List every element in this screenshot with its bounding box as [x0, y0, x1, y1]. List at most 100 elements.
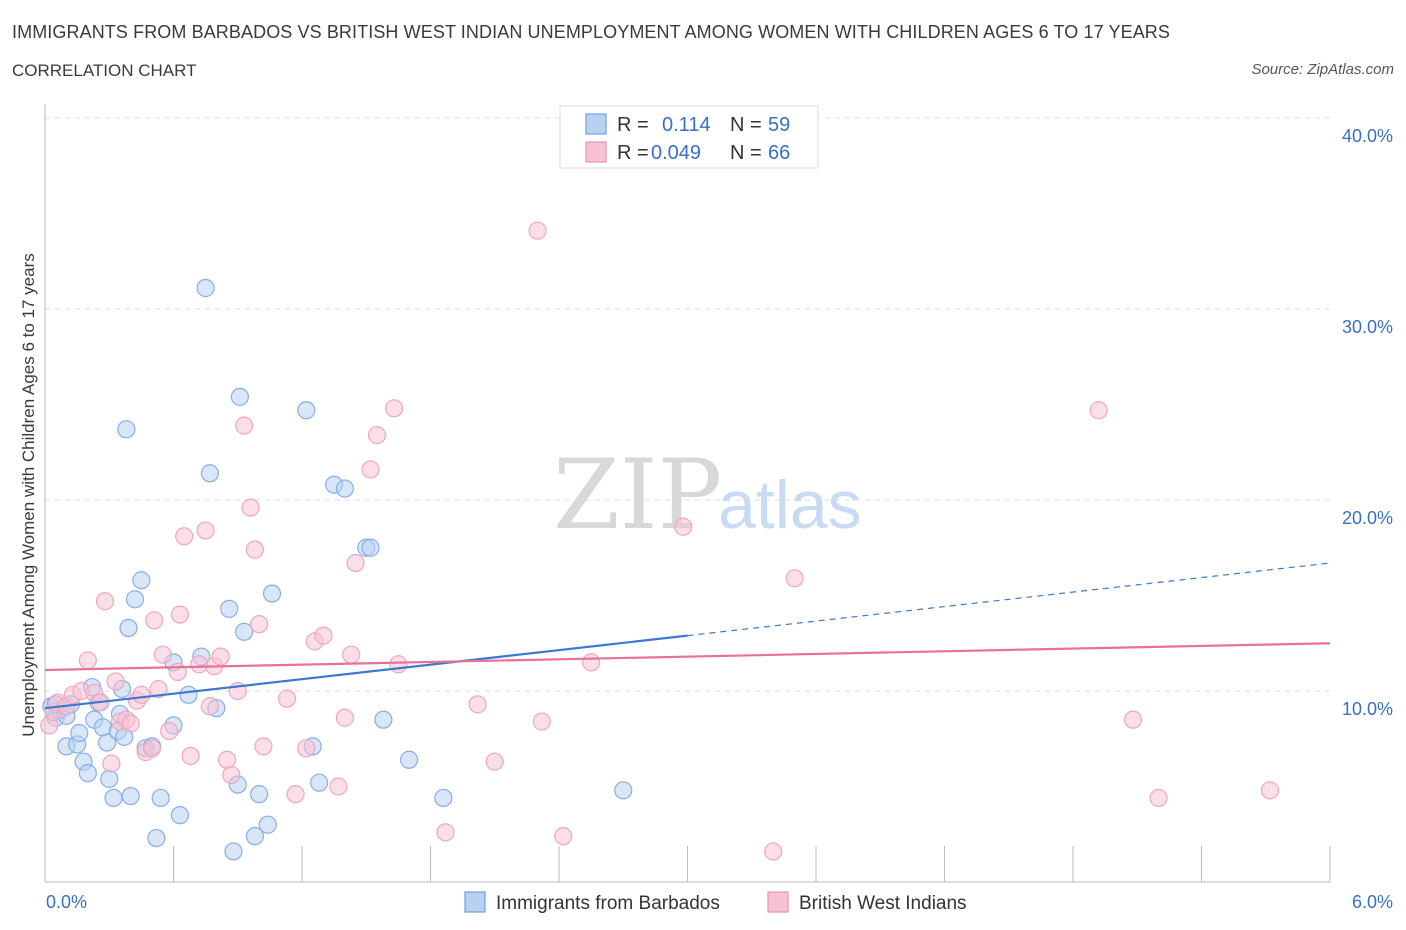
- barbados-trendline-extension: [687, 562, 1331, 637]
- bwi-point: [142, 739, 162, 758]
- bwi-point: [211, 647, 230, 666]
- barbados-point: [93, 718, 112, 737]
- watermark-atlas: atlas: [718, 467, 862, 543]
- bwi-point: [1089, 401, 1108, 420]
- legend-swatch-pink: [585, 141, 607, 163]
- bwi-point: [106, 672, 125, 691]
- barbados-point: [399, 750, 419, 769]
- legend-swatch-blue: [585, 113, 607, 135]
- bwi-point: [329, 777, 348, 796]
- bwi-point: [582, 653, 601, 672]
- bwi-point: [196, 521, 215, 540]
- watermark: ZIP atlas: [553, 439, 862, 551]
- bwi-point: [102, 754, 121, 773]
- legend-n-label: N =: [730, 114, 762, 136]
- barbados-point: [196, 278, 215, 298]
- bwi-point: [190, 655, 209, 674]
- bwi-point: [297, 739, 316, 758]
- bwi-point: [346, 553, 365, 573]
- bwi-point: [168, 662, 187, 682]
- y-tick-label: 30.0%: [1342, 317, 1393, 337]
- bwi-trendline: [44, 642, 1331, 672]
- chart-title: IMMIGRANTS FROM BARBADOS VS BRITISH WEST…: [12, 22, 1171, 42]
- top-legend: R = 0.114 N = 59 R = 0.049 N = 66: [559, 105, 819, 169]
- bwi-point: [1260, 781, 1280, 800]
- barbados-point: [179, 685, 198, 704]
- bwi-point: [78, 651, 97, 670]
- barbados-point: [70, 723, 89, 743]
- source-credit: Source: ZipAtlas.com: [1251, 61, 1394, 78]
- barbados-point: [235, 622, 254, 641]
- bwi-point: [121, 714, 140, 733]
- bwi-point: [250, 615, 269, 634]
- barbados-point: [147, 828, 166, 848]
- barbados-point: [200, 464, 220, 483]
- barbados-point: [614, 781, 633, 800]
- y-axis-title: Unemployment Among Women with Children A…: [19, 253, 38, 737]
- legend-n-value: 66: [768, 142, 790, 164]
- legend-r-value: 0.049: [651, 142, 701, 164]
- bottom-legend: Immigrants from Barbados British West In…: [464, 891, 967, 914]
- barbados-point: [220, 599, 239, 618]
- bwi-point: [170, 605, 190, 624]
- data-points: [40, 221, 1280, 861]
- barbados-point: [100, 769, 119, 788]
- barbados-point: [361, 538, 380, 557]
- y-tick-label: 10.0%: [1342, 699, 1393, 719]
- bottom-legend-swatch-blue: [464, 891, 486, 913]
- bwi-point: [764, 842, 783, 861]
- legend-n-value: 59: [768, 114, 790, 136]
- x-tick-labels: 0.0% 6.0%: [46, 892, 1393, 912]
- barbados-point: [374, 710, 393, 729]
- barbados-point: [125, 590, 145, 609]
- bwi-point: [342, 645, 361, 664]
- bwi-point: [245, 540, 264, 559]
- bottom-legend-swatch-pink: [767, 891, 789, 913]
- bwi-point: [235, 416, 254, 435]
- bwi-point: [153, 645, 172, 664]
- barbados-point: [335, 479, 354, 498]
- barbados-point: [132, 571, 151, 590]
- legend-n-label: N =: [730, 142, 762, 164]
- bwi-point: [95, 592, 115, 611]
- bwi-point: [277, 689, 297, 708]
- x-tick-label: 6.0%: [1352, 892, 1393, 912]
- bwi-point: [132, 685, 151, 704]
- bwi-point: [200, 697, 220, 716]
- y-tick-label: 40.0%: [1342, 126, 1393, 146]
- legend-r-value: 0.114: [662, 114, 711, 136]
- bottom-legend-label: British West Indians: [799, 893, 967, 914]
- bwi-point: [485, 752, 504, 771]
- bwi-point: [674, 517, 693, 536]
- watermark-zip: ZIP: [553, 439, 722, 551]
- bottom-legend-label: Immigrants from Barbados: [496, 893, 720, 914]
- x-tick-label: 0.0%: [46, 892, 87, 912]
- bwi-point: [241, 498, 260, 517]
- barbados-point: [262, 584, 282, 603]
- y-tick-label: 20.0%: [1342, 508, 1393, 528]
- barbados-point: [310, 773, 329, 792]
- bwi-point: [384, 399, 404, 418]
- barbados-point: [434, 788, 453, 808]
- bwi-point: [367, 425, 387, 445]
- barbados-point: [297, 401, 316, 420]
- bwi-point: [532, 712, 551, 731]
- bwi-point: [175, 527, 194, 546]
- barbados-point: [151, 788, 170, 808]
- barbados-point: [121, 786, 140, 806]
- barbados-point: [104, 788, 123, 808]
- bwi-point: [160, 722, 179, 741]
- bwi-point: [528, 221, 547, 240]
- y-tick-labels: 10.0% 20.0% 30.0% 40.0%: [1342, 126, 1393, 719]
- bwi-point: [145, 611, 164, 630]
- bwi-point: [217, 750, 237, 769]
- barbados-point: [245, 827, 264, 846]
- bwi-point: [181, 746, 200, 766]
- barbados-point: [258, 815, 277, 834]
- bwi-point: [314, 626, 333, 645]
- chart-subtitle: CORRELATION CHART: [12, 61, 197, 80]
- barbados-trendline: [44, 634, 688, 710]
- legend-r-label: R =: [617, 114, 649, 136]
- barbados-point: [224, 842, 243, 861]
- barbados-point: [230, 387, 249, 406]
